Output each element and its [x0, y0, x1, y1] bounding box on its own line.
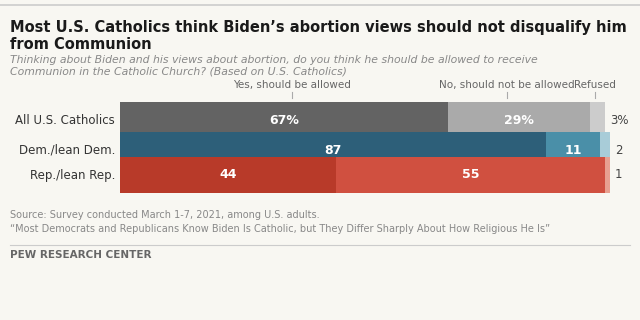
- Text: 29%: 29%: [504, 114, 534, 126]
- Bar: [120, 157, 335, 193]
- Text: PEW RESEARCH CENTER: PEW RESEARCH CENTER: [10, 250, 152, 260]
- Text: 44: 44: [219, 169, 237, 181]
- Text: Refused: Refused: [574, 80, 616, 90]
- Text: All U.S. Catholics: All U.S. Catholics: [15, 114, 115, 126]
- Text: 55: 55: [461, 169, 479, 181]
- Text: 11: 11: [564, 143, 582, 156]
- Bar: [120, 102, 448, 138]
- Text: 3%: 3%: [610, 114, 628, 126]
- Text: Source: Survey conducted March 1-7, 2021, among U.S. adults.: Source: Survey conducted March 1-7, 2021…: [10, 210, 319, 220]
- Bar: [120, 132, 547, 168]
- Bar: [591, 102, 605, 138]
- Text: 2: 2: [615, 143, 623, 156]
- Bar: [335, 157, 605, 193]
- Bar: [600, 132, 610, 168]
- Bar: [547, 132, 600, 168]
- Text: No, should not be allowed: No, should not be allowed: [439, 80, 575, 90]
- Bar: [448, 102, 591, 138]
- Text: Yes, should be allowed: Yes, should be allowed: [232, 80, 351, 90]
- Text: “Most Democrats and Republicans Know Biden Is Catholic, but They Differ Sharply : “Most Democrats and Republicans Know Bid…: [10, 224, 550, 234]
- Text: Communion in the Catholic Church? (Based on U.S. Catholics): Communion in the Catholic Church? (Based…: [10, 67, 347, 77]
- Text: Thinking about Biden and his views about abortion, do you think he should be all: Thinking about Biden and his views about…: [10, 55, 538, 65]
- Text: Most U.S. Catholics think Biden’s abortion views should not disqualify him: Most U.S. Catholics think Biden’s aborti…: [10, 20, 627, 35]
- Text: Rep./lean Rep.: Rep./lean Rep.: [29, 169, 115, 181]
- Text: 87: 87: [324, 143, 342, 156]
- Bar: [605, 157, 610, 193]
- Text: 67%: 67%: [269, 114, 299, 126]
- Text: from Communion: from Communion: [10, 37, 152, 52]
- Text: Dem./lean Dem.: Dem./lean Dem.: [19, 143, 115, 156]
- Text: 1: 1: [615, 169, 623, 181]
